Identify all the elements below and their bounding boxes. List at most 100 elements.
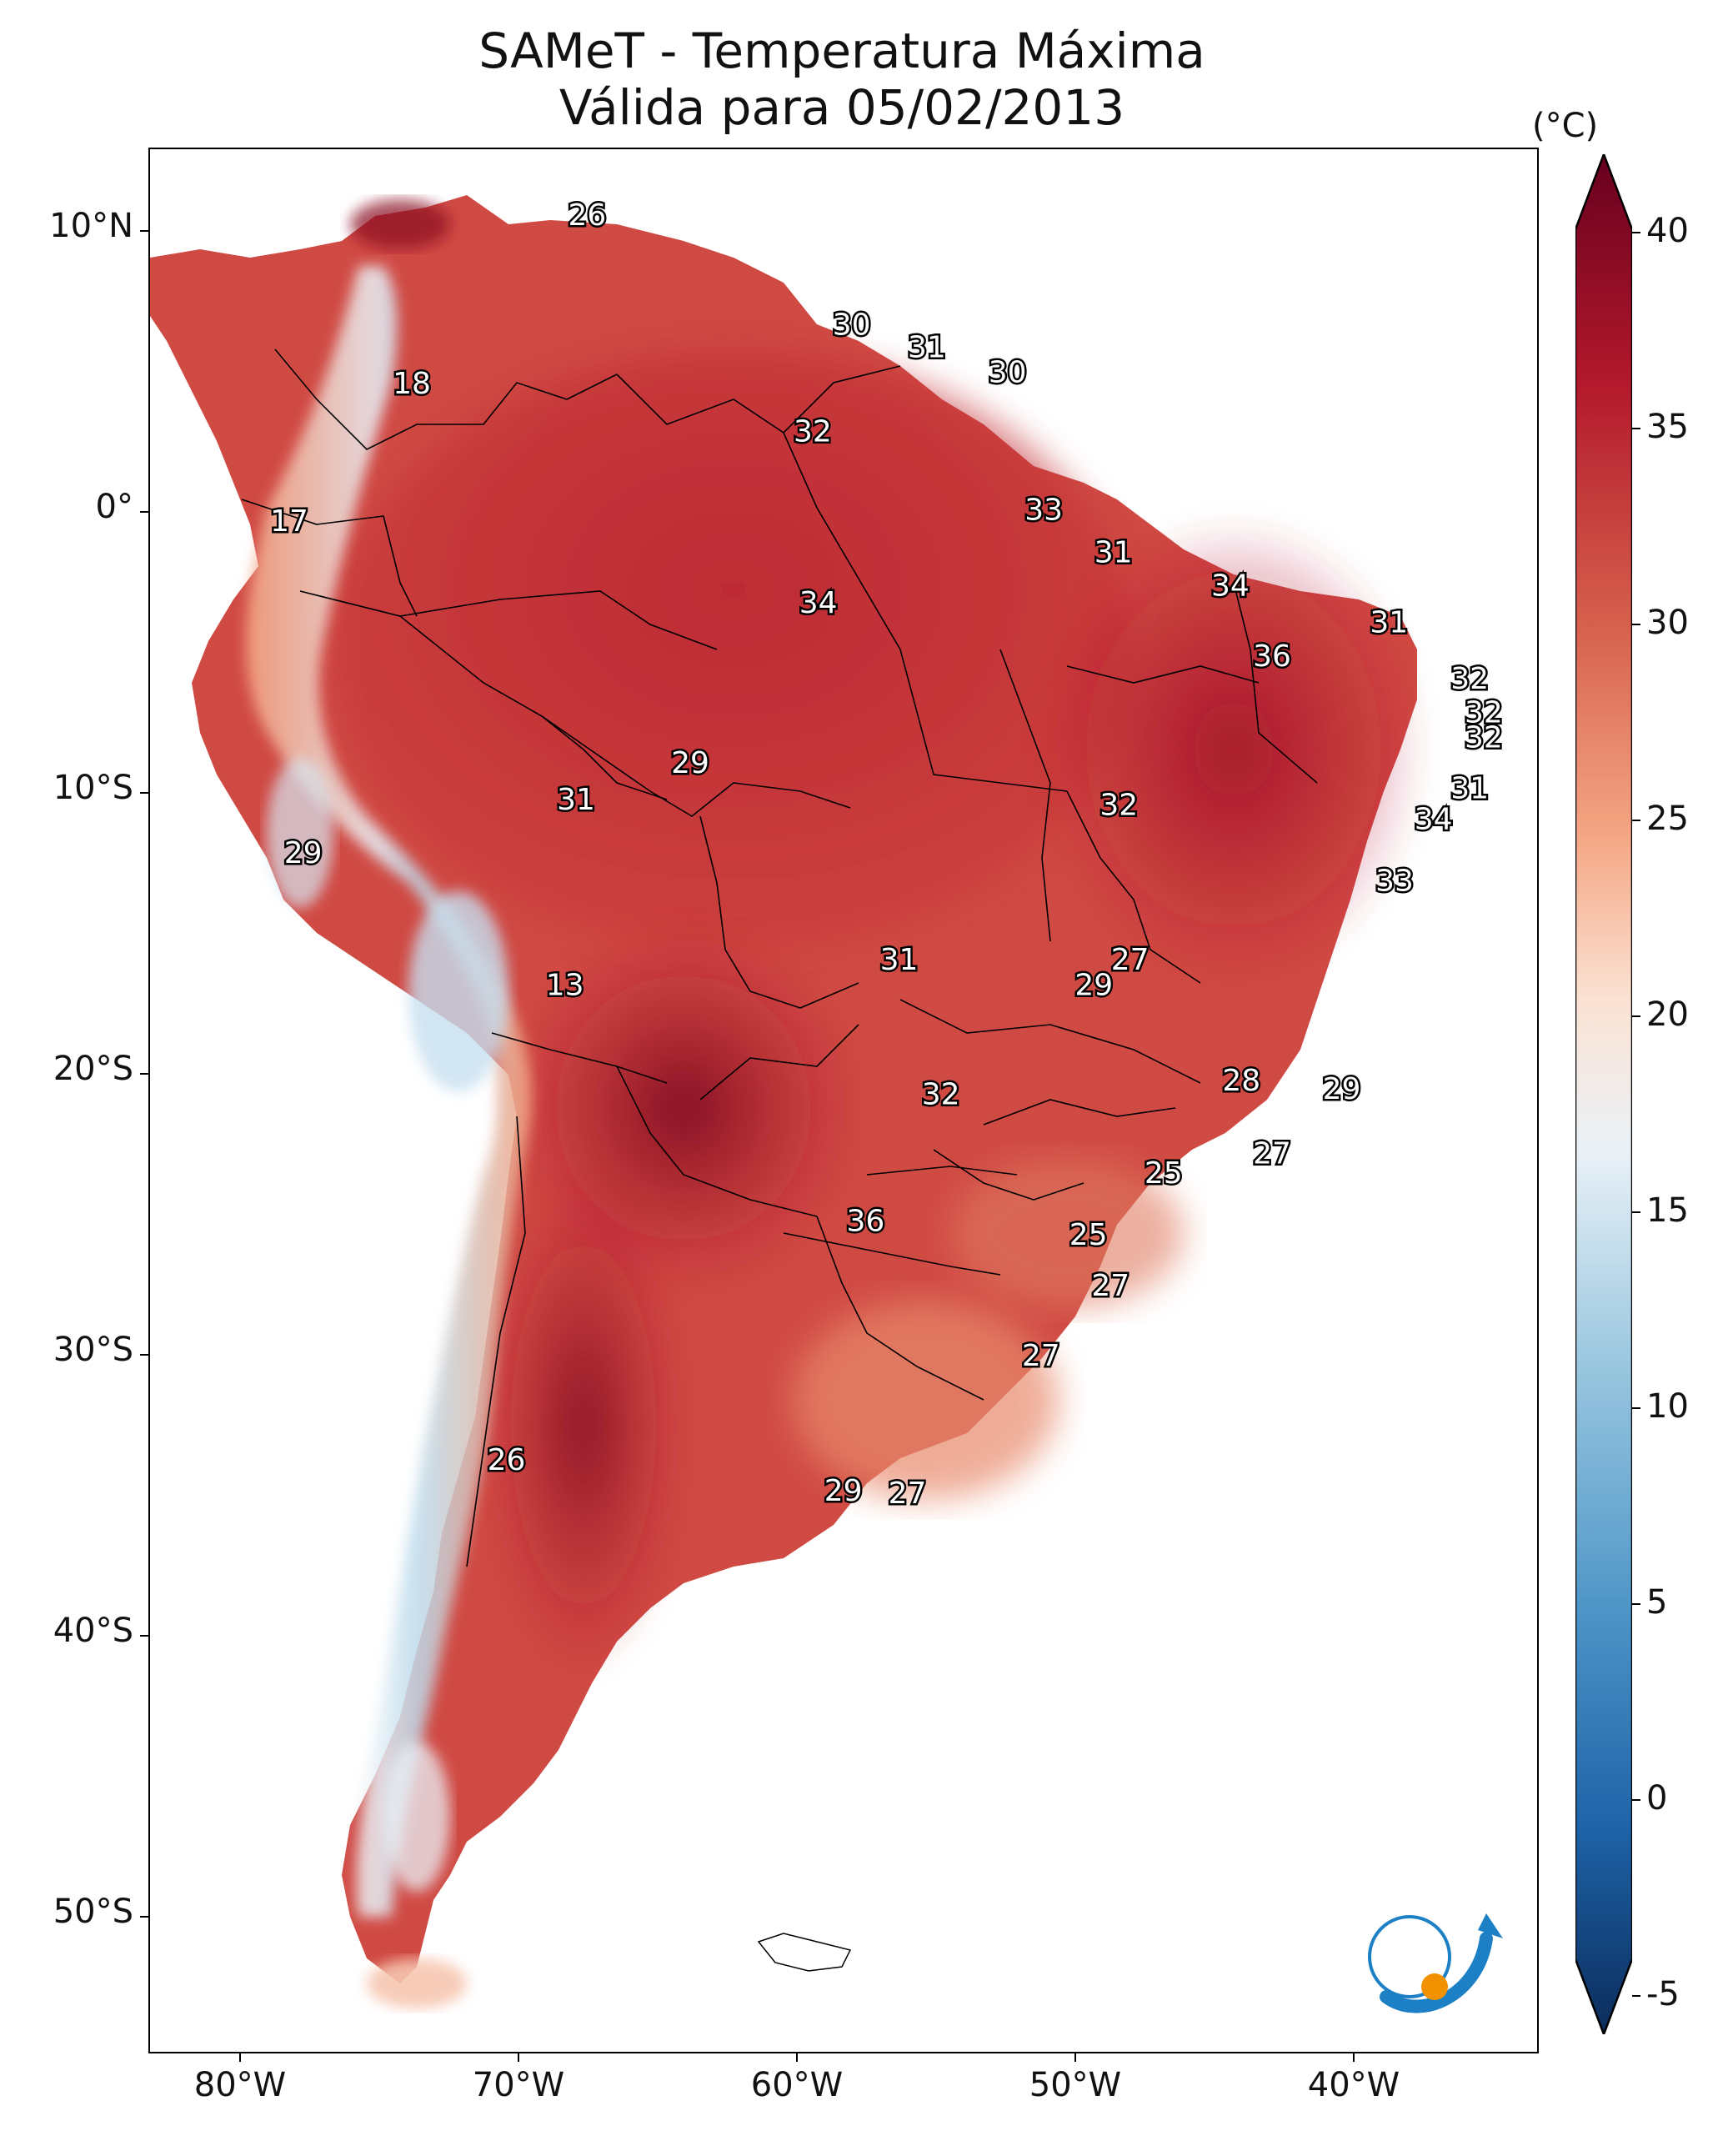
temperature-label: 34 xyxy=(1211,569,1250,604)
temperature-label: 17 xyxy=(270,504,308,539)
colorbar-label: 10 xyxy=(1646,1387,1689,1426)
lon-tick xyxy=(239,2053,241,2062)
lat-label-40s: 40°S xyxy=(53,1612,133,1650)
lat-label-10s: 10°S xyxy=(53,769,133,807)
temperature-label: 29 xyxy=(671,746,709,780)
colorbar-label: 20 xyxy=(1646,995,1689,1034)
lon-label-60w: 60°W xyxy=(750,2066,844,2104)
colorbar-unit: (°C) xyxy=(1532,107,1599,145)
lat-label-20s: 20°S xyxy=(53,1050,133,1088)
colorbar-tick xyxy=(1632,1799,1640,1801)
lon-tick xyxy=(1074,2053,1076,2062)
colorbar-label: 30 xyxy=(1646,604,1689,642)
colorbar-tick xyxy=(1632,232,1640,233)
lat-tick xyxy=(140,511,148,513)
lon-label-70w: 70°W xyxy=(472,2066,565,2104)
lat-tick xyxy=(140,1635,148,1637)
lat-tick xyxy=(140,1073,148,1075)
lon-label-80w: 80°W xyxy=(193,2066,287,2104)
temperature-label: 34 xyxy=(799,586,838,620)
temperature-label: 32 xyxy=(1465,721,1503,755)
logo-sun-icon xyxy=(1421,1973,1448,2000)
temperature-label: 25 xyxy=(1069,1218,1108,1252)
temperature-label: 29 xyxy=(1323,1072,1361,1106)
andes-cool-band xyxy=(245,266,533,1917)
inpe-logo xyxy=(1368,1913,1503,2013)
colorbar-tick xyxy=(1632,428,1640,429)
colorbar xyxy=(1575,154,1632,2034)
temperature-label: 29 xyxy=(824,1474,863,1508)
country-borders xyxy=(241,348,1318,1567)
map-panel: 26 30 31 30 18 32 17 33 31 34 34 31 36 32 32 32 29 31 31 32… xyxy=(148,148,1539,2053)
temperature-label: 28 xyxy=(1222,1064,1260,1098)
lon-tick xyxy=(1353,2053,1355,2062)
temperature-label: 34 xyxy=(1415,802,1453,836)
uruguay-mild-area xyxy=(792,1300,1059,1500)
lat-label-30s: 30°S xyxy=(53,1331,133,1369)
altiplano-cold-area xyxy=(408,891,508,1091)
colorbar-tick xyxy=(1632,1995,1640,1997)
temperature-label: 27 xyxy=(1022,1339,1060,1373)
logo-arrow-icon xyxy=(1478,1913,1503,1938)
colorbar-label: 25 xyxy=(1646,800,1689,838)
amazon-warm-area xyxy=(333,349,1134,950)
lat-tick xyxy=(140,1916,148,1918)
colorbar-tick xyxy=(1632,1603,1640,1605)
colorbar-tick xyxy=(1632,1211,1640,1213)
patagonia-cold-area xyxy=(383,1742,450,1892)
temperature-label: 36 xyxy=(1253,639,1291,674)
colorbar-label: 40 xyxy=(1646,212,1689,250)
temperature-label: 27 xyxy=(1111,943,1150,977)
temperature-label: 27 xyxy=(1253,1137,1291,1171)
logo-swoosh-icon xyxy=(1380,1932,1493,2013)
lon-tick xyxy=(796,2053,798,2062)
caribbean-hot-spot xyxy=(350,199,450,249)
temperature-label: 31 xyxy=(1370,606,1408,640)
temperature-label: 32 xyxy=(1450,662,1489,696)
lon-label-40w: 40°W xyxy=(1307,2066,1400,2104)
peru-andes-cold-area xyxy=(267,758,333,908)
temperature-label: 29 xyxy=(284,836,323,870)
colorbar-tick xyxy=(1632,624,1640,625)
temperature-label: 13 xyxy=(546,968,584,1002)
temperature-label: 27 xyxy=(1091,1269,1129,1303)
temperature-label: 26 xyxy=(488,1443,526,1477)
logo-orbit-icon xyxy=(1368,1915,1451,1998)
temperature-label: 31 xyxy=(557,783,595,817)
lat-label-50s: 50°S xyxy=(53,1893,133,1931)
colorbar-label: 15 xyxy=(1646,1191,1689,1230)
temperature-label: 18 xyxy=(393,367,431,401)
temperature-label: 32 xyxy=(1099,789,1138,823)
temperature-label: 26 xyxy=(568,198,606,233)
southern-brazil-mild-area xyxy=(950,1158,1184,1308)
figure-title: SAMeT - Temperatura Máxima xyxy=(478,23,1205,79)
colorbar-tick xyxy=(1632,1015,1640,1017)
temperature-label: 36 xyxy=(846,1204,884,1238)
temperature-label: 32 xyxy=(794,414,832,449)
lat-tick xyxy=(140,1354,148,1356)
temperature-label: 25 xyxy=(1144,1156,1183,1191)
colorbar-body xyxy=(1575,154,1632,2034)
temperature-label: 33 xyxy=(1375,865,1414,899)
temperature-label: 27 xyxy=(889,1477,927,1511)
lat-label-0: 0° xyxy=(95,488,133,526)
lon-tick xyxy=(518,2053,519,2062)
lat-label-10n: 10°N xyxy=(49,207,133,245)
temperature-label: 32 xyxy=(1465,695,1503,730)
figure-subtitle: Válida para 05/02/2013 xyxy=(558,79,1125,136)
falkland-islands xyxy=(757,1933,852,1972)
temperature-label: 31 xyxy=(908,330,946,364)
colorbar-label: -5 xyxy=(1646,1975,1680,2013)
temperature-label: 31 xyxy=(1094,535,1133,569)
colorbar-tick xyxy=(1632,820,1640,821)
temperature-label: 31 xyxy=(880,943,919,977)
temperature-label: 33 xyxy=(1024,494,1063,528)
temperature-label: 29 xyxy=(1074,968,1113,1002)
lat-tick xyxy=(140,792,148,794)
argentina-hot-area xyxy=(483,1175,684,1675)
temperature-label: 30 xyxy=(989,356,1027,390)
lat-tick xyxy=(140,230,148,232)
